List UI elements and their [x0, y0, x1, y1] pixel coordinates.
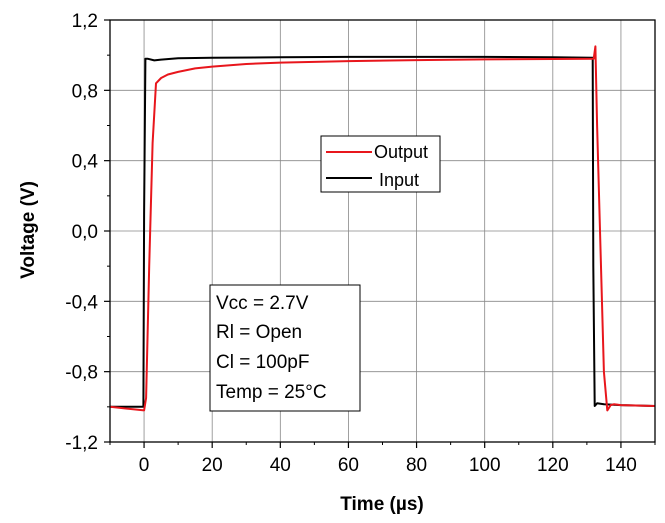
- x-tick-label: 40: [270, 455, 291, 476]
- legend-label-output: Output: [374, 142, 428, 162]
- annotation-vcc: Vcc = 2.7V: [216, 293, 309, 314]
- series-lines: [109, 45, 656, 412]
- x-axis-title: Time (µs): [340, 494, 423, 515]
- y-axis-title: Voltage (V): [18, 181, 39, 279]
- y-tick-label: -1,2: [65, 433, 98, 454]
- x-tick-labels: 0 20 40 60 80 100 120 140: [139, 455, 637, 476]
- x-tick-label: 140: [605, 455, 637, 476]
- annotation-box: Vcc = 2.7V Rl = Open Cl = 100pF Temp = 2…: [209, 284, 361, 412]
- annotation-temp: Temp = 25°C: [216, 382, 327, 403]
- y-tick-label: -0,8: [65, 363, 98, 384]
- legend-label-input: Input: [379, 170, 419, 190]
- grid: [110, 19, 655, 443]
- x-tick-label: 80: [406, 455, 427, 476]
- legend: Output Input: [320, 135, 441, 193]
- ticks: [104, 19, 656, 448]
- y-tick-label: -0,4: [65, 292, 98, 313]
- x-tick-label: 20: [202, 455, 223, 476]
- series-line-input: [110, 55, 656, 408]
- y-tick-label: 0,0: [72, 222, 98, 243]
- x-tick-label: 120: [537, 455, 569, 476]
- x-tick-label: 0: [139, 455, 150, 476]
- plot-frame: [109, 19, 656, 443]
- y-tick-labels: -1,2 -0,8 -0,4 0,0 0,4 0,8 1,2: [65, 11, 98, 454]
- y-tick-label: 1,2: [72, 11, 98, 32]
- y-tick-label: 0,8: [72, 81, 98, 102]
- y-tick-label: 0,4: [72, 152, 99, 173]
- x-tick-label: 100: [469, 455, 501, 476]
- series-line-output: [109, 45, 656, 412]
- legend-box: [320, 135, 441, 193]
- annotation-frame: [209, 284, 361, 412]
- annotation-cl: Cl = 100pF: [216, 352, 309, 373]
- x-tick-label: 60: [338, 455, 359, 476]
- annotation-rl: Rl = Open: [216, 322, 302, 343]
